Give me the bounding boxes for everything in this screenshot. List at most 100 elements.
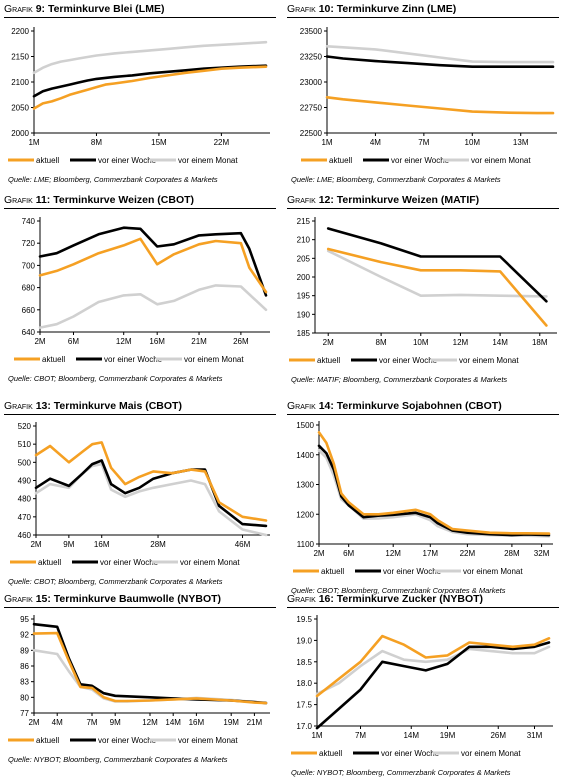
chart-source: Quelle: CBOT; Bloomberg, Commerzbank Cor…: [8, 374, 223, 383]
y-tick-label: 470: [18, 513, 32, 522]
y-tick-label: 17.0: [296, 722, 312, 731]
x-tick-label: 1M: [311, 731, 322, 740]
y-tick-label: 460: [18, 531, 32, 540]
series-line-vor-einem-monat: [32, 40, 268, 75]
y-tick-label: 700: [22, 261, 36, 270]
chart-source: Quelle: CBOT; Bloomberg, Commerzbank Cor…: [291, 586, 506, 595]
legend-item-aktuell: aktuell: [14, 355, 65, 364]
legend-item-vor-einem-monat: vor einem Monat: [443, 156, 531, 165]
x-tick-label: 7M: [355, 731, 366, 740]
x-tick-label: 12M: [142, 718, 158, 727]
y-tick-label: 92: [20, 631, 29, 640]
legend-label: vor einer Woche: [381, 749, 440, 758]
y-tick-label: 210: [297, 236, 311, 245]
chart-title-text: Terminkurve Zinn (LME): [336, 3, 457, 15]
y-tick-label: 510: [18, 440, 32, 449]
chart-label-number: 11:: [32, 194, 54, 206]
chart-label-prefix: Grafik: [287, 593, 316, 605]
x-tick-label: 10M: [465, 138, 481, 147]
y-tick-label: 89: [20, 646, 29, 655]
chart-plot: 22500 22750 23000 23250 23500 1M 4M 7M 10M 13M akt…: [300, 27, 557, 165]
legend-item-vor-einem-monat: vor einem Monat: [150, 736, 238, 745]
legend-label: vor einem Monat: [178, 736, 238, 745]
y-tick-label: 17.5: [296, 701, 312, 710]
x-tick-label: 1M: [28, 138, 39, 147]
chart-panel-6: Grafik 14: Terminkurve Sojabohnen (CBOT)…: [287, 400, 559, 598]
series-line-vor-einem-monat: [317, 448, 551, 538]
y-tick-label: 1400: [296, 451, 314, 460]
y-tick-label: 500: [18, 458, 32, 467]
y-tick-label: 660: [22, 306, 36, 315]
chart-source: Quelle: NYBOT; Bloomberg, Commerzbank Co…: [291, 768, 511, 777]
y-tick-label: 200: [297, 273, 311, 282]
y-tick-label: 480: [18, 495, 32, 504]
series-line-vor-einer-woche: [326, 227, 548, 303]
x-tick-label: 2M: [28, 718, 39, 727]
legend-label: aktuell: [319, 749, 342, 758]
x-tick-label: 21M: [247, 718, 263, 727]
chart-plot: 17.0 17.5 18.0 18.5 19.0 19.5 1M 7M 14M 19M 26M 31M…: [291, 615, 553, 758]
chart-label-prefix: Grafik: [287, 3, 316, 15]
chart-panel-2: Grafik 10: Terminkurve Zinn (LME) 22500 22…: [287, 3, 559, 187]
y-tick-label: 2200: [11, 27, 29, 36]
x-tick-label: 2M: [323, 338, 334, 347]
legend-item-aktuell: aktuell: [8, 156, 59, 165]
x-tick-label: 15M: [151, 138, 167, 147]
x-tick-label: 4M: [52, 718, 63, 727]
chart-title: Grafik 9: Terminkurve Blei (LME): [4, 3, 276, 18]
chart-title-text: Terminkurve Weizen (MATIF): [336, 194, 480, 206]
y-tick-label: 190: [297, 310, 311, 319]
x-tick-label: 14M: [165, 718, 181, 727]
y-tick-label: 205: [297, 254, 311, 263]
legend-item-aktuell: aktuell: [291, 749, 342, 758]
x-tick-label: 7M: [418, 138, 429, 147]
chart-label-prefix: Grafik: [4, 593, 33, 605]
legend-label: vor einem Monat: [459, 356, 519, 365]
legend-label: vor einem Monat: [461, 749, 521, 758]
chart-label-number: 16:: [315, 593, 337, 605]
legend-item-vor-einer-woche: vor einer Woche: [76, 355, 163, 364]
legend-item-vor-einer-woche: vor einer Woche: [70, 156, 157, 165]
chart-label-number: 10:: [315, 3, 337, 15]
series-line-vor-einem-monat: [326, 249, 548, 298]
y-tick-label: 2100: [11, 78, 29, 87]
x-tick-label: 26M: [233, 337, 249, 346]
y-tick-label: 80: [20, 693, 29, 702]
x-tick-label: 22M: [214, 138, 230, 147]
legend-item-vor-einer-woche: vor einer Woche: [355, 567, 442, 576]
chart-source: Quelle: LME; Bloomberg, Commerzbank Corp…: [8, 175, 218, 184]
legend-label: vor einem Monat: [184, 355, 244, 364]
y-tick-label: 195: [297, 292, 311, 301]
x-tick-label: 7M: [86, 718, 97, 727]
chart-title: Grafik 16: Terminkurve Zucker (NYBOT): [287, 593, 559, 608]
series-line-aktuell: [38, 237, 268, 294]
series-line-aktuell: [317, 431, 551, 535]
y-tick-label: 640: [22, 328, 36, 337]
legend-item-vor-einer-woche: vor einer Woche: [72, 558, 159, 567]
legend-label: aktuell: [329, 156, 352, 165]
x-tick-label: 17M: [423, 549, 439, 558]
chart-label-number: 12:: [315, 194, 337, 206]
chart-source: Quelle: LME; Bloomberg, Commerzbank Corp…: [291, 175, 501, 184]
legend-label: vor einem Monat: [471, 156, 531, 165]
x-tick-label: 2M: [30, 540, 41, 549]
y-tick-label: 23250: [300, 53, 323, 62]
y-tick-label: 680: [22, 284, 36, 293]
chart-panel-7: Grafik 15: Terminkurve Baumwolle (NYBOT)…: [4, 593, 276, 767]
legend-label: aktuell: [36, 736, 59, 745]
legend-label: aktuell: [42, 355, 65, 364]
chart-label-prefix: Grafik: [4, 194, 33, 206]
series-line-aktuell: [34, 441, 268, 522]
y-tick-label: 2050: [11, 104, 29, 113]
series-line-vor-einem-monat: [38, 284, 268, 329]
y-tick-label: 22750: [300, 104, 323, 113]
chart-plot: 77 80 83 86 89 92 95 2M 4M 7M 9M 12M 14M 16M 19M 21M akt…: [8, 615, 270, 745]
legend-label: aktuell: [36, 156, 59, 165]
chart-panel-4: Grafik 12: Terminkurve Weizen (MATIF) 185…: [287, 194, 559, 387]
x-tick-label: 22M: [460, 549, 476, 558]
series-line-vor-einem-monat: [325, 44, 555, 64]
y-tick-label: 1300: [296, 481, 314, 490]
x-tick-label: 6M: [343, 549, 354, 558]
chart-label-prefix: Grafik: [4, 400, 33, 412]
chart-title-text: Terminkurve Weizen (CBOT): [53, 194, 195, 206]
